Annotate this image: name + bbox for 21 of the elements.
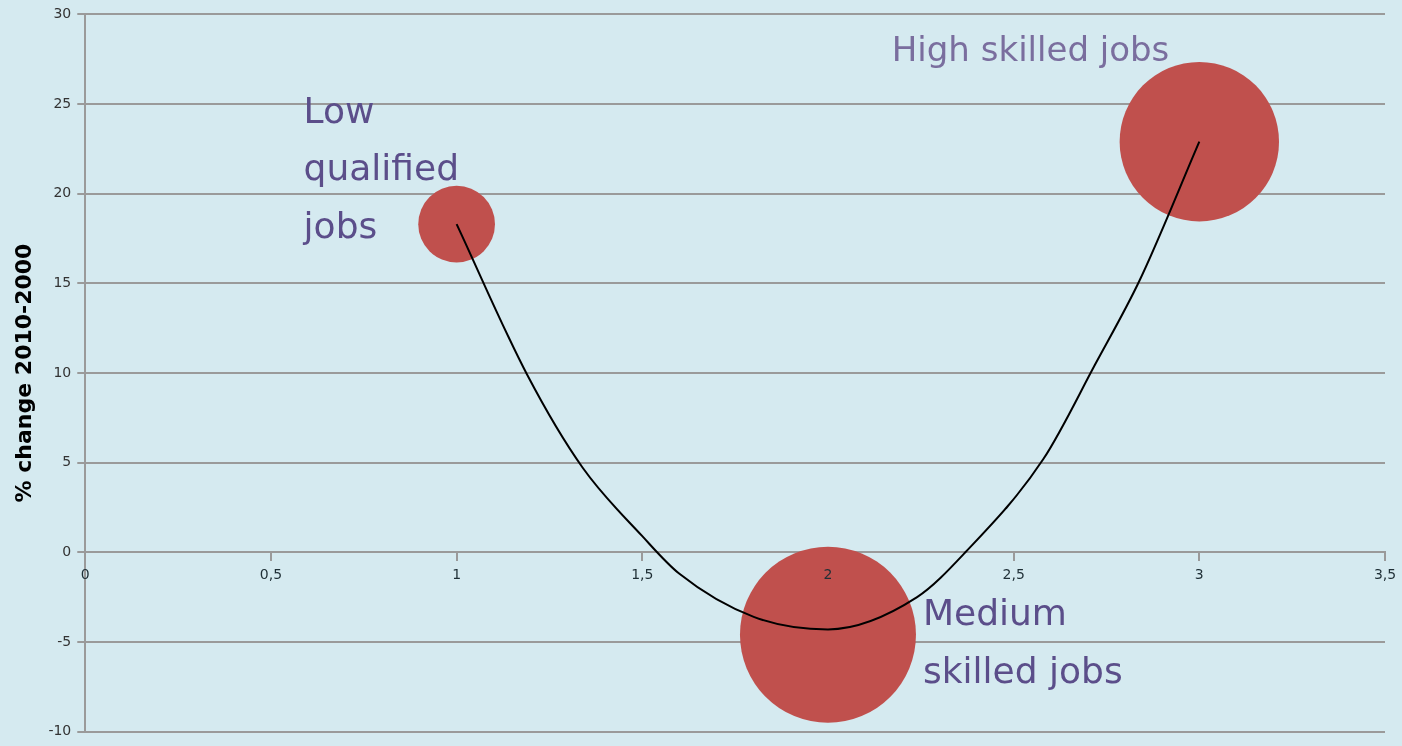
y-tick-label: -5 xyxy=(57,632,72,649)
y-tick-label: 5 xyxy=(62,453,72,470)
y-tick-label: 0 xyxy=(62,542,72,559)
x-tick-label: 2 xyxy=(823,565,833,582)
y-tick-label: 25 xyxy=(53,94,72,111)
annotation: High skilled jobs xyxy=(891,28,1170,69)
annotation: Medium skilled jobs xyxy=(922,592,1123,691)
y-axis-title: % change 2010-2000 xyxy=(10,243,36,503)
x-tick-label: 0,5 xyxy=(259,565,283,582)
x-tick-label: 1,5 xyxy=(631,565,654,582)
y-tick-label: -10 xyxy=(48,722,72,739)
y-tick-label: 15 xyxy=(53,273,72,290)
x-tick-label: 1 xyxy=(452,565,462,582)
line-series xyxy=(455,140,1201,631)
x-tick-label: 3 xyxy=(1194,565,1204,582)
x-tick-label: 2,5 xyxy=(1002,565,1025,582)
x-tick-label: 0 xyxy=(80,565,90,582)
y-tick-label: 30 xyxy=(53,5,72,22)
x-tick-label: 3,5 xyxy=(1373,565,1397,582)
y-tick-label: 10 xyxy=(53,363,72,380)
y-tick-label: 20 xyxy=(53,184,72,201)
